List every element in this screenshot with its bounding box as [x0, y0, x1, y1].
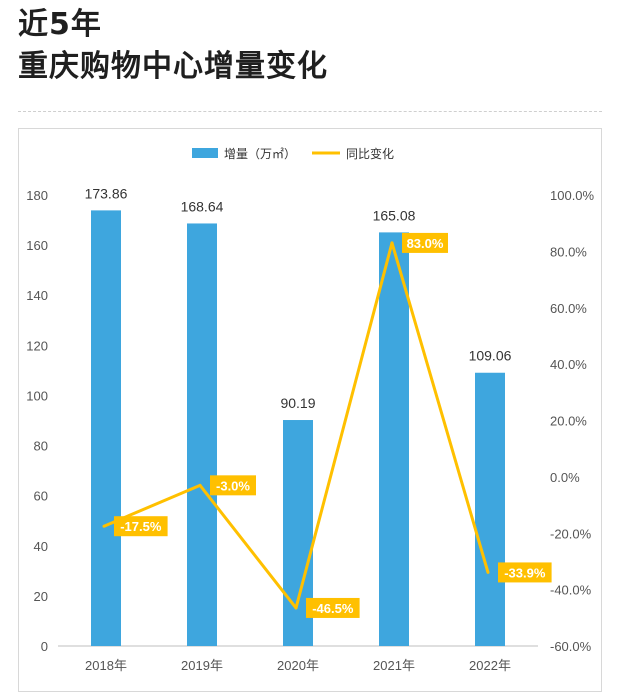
bar-value-label: 173.86: [85, 185, 128, 201]
y-tick-label: 40: [34, 539, 48, 554]
bar: [475, 372, 505, 646]
y-tick-label: 160: [26, 238, 48, 253]
bar-value-label: 109.06: [469, 348, 512, 364]
y-tick-label: 180: [26, 188, 48, 203]
y2-tick-label: 80.0%: [550, 244, 587, 259]
bar-value-label: 90.19: [280, 395, 315, 411]
y-tick-label: 140: [26, 288, 48, 303]
legend-label-bar: 增量（万㎡）: [224, 147, 296, 161]
x-axis: 2018年 2019年 2020年 2021年 2022年: [85, 658, 511, 673]
line-label-box: [210, 475, 256, 496]
chart-frame: [18, 128, 602, 692]
y-axis-left: 0 20 40 60 80 100 120 140 160 180: [26, 188, 48, 654]
bar-value-labels: 173.86 168.64 90.19 165.08 109.06: [85, 185, 512, 411]
y-tick-label: 20: [34, 589, 48, 604]
legend-label-line: 同比变化: [346, 146, 394, 161]
x-tick-label: 2020年: [277, 658, 319, 673]
line-point: [102, 524, 106, 528]
line-label-box: [498, 562, 552, 583]
bar-value-label: 165.08: [373, 207, 416, 223]
bar-value-label: 168.64: [181, 198, 224, 214]
bar-series: [91, 210, 505, 647]
y-tick-label: 100: [26, 388, 48, 403]
line-point: [486, 570, 490, 574]
page-title-line1: 近5年: [18, 7, 102, 42]
y-axis-right: -60.0% -40.0% -20.0% 0.0% 20.0% 40.0% 60.0% 80.…: [550, 188, 595, 654]
line-value-label: -46.5%: [312, 601, 354, 616]
line-value-label: -17.5%: [120, 519, 162, 534]
y2-tick-label: 0.0%: [550, 470, 580, 485]
line-series: [102, 241, 490, 610]
y-tick-label: 60: [34, 489, 48, 504]
y-tick-label: 0: [41, 639, 48, 654]
y-tick-label: 120: [26, 338, 48, 353]
line-label-box: [402, 232, 448, 253]
x-tick-label: 2021年: [373, 658, 415, 673]
x-tick-label: 2018年: [85, 658, 127, 673]
line-value-label: -33.9%: [504, 565, 546, 580]
bar: [91, 210, 121, 647]
y2-tick-label: -60.0%: [550, 639, 592, 654]
x-tick-label: 2019年: [181, 658, 223, 673]
line-label-box: [114, 516, 168, 537]
x-tick-label: 2022年: [469, 658, 511, 673]
legend-swatch-bar: [192, 148, 218, 158]
line-value-label: 83.0%: [407, 236, 444, 251]
line-value-labels: -17.5% -3.0% -46.5% 83.0% -33.9%: [114, 232, 552, 618]
bar: [187, 223, 217, 646]
page-title-line2: 重庆购物中心增量变化: [18, 49, 328, 84]
title-block: 近5年 重庆购物中心增量变化: [18, 4, 328, 88]
line-label-box: [306, 597, 360, 618]
y2-tick-label: 40.0%: [550, 357, 587, 372]
y2-tick-label: -40.0%: [550, 583, 592, 598]
y2-tick-label: 20.0%: [550, 414, 587, 429]
chart-legend: 增量（万㎡） 同比变化: [192, 146, 394, 161]
line-point: [198, 483, 202, 487]
line-value-label: -3.0%: [216, 478, 250, 493]
y2-tick-label: 60.0%: [550, 301, 587, 316]
y2-tick-label: -20.0%: [550, 526, 592, 541]
y-tick-label: 80: [34, 439, 48, 454]
line-point: [294, 606, 298, 610]
bar: [379, 232, 409, 647]
line-point: [390, 241, 394, 245]
title-divider: [18, 111, 602, 112]
y2-tick-label: 100.0%: [550, 188, 595, 203]
